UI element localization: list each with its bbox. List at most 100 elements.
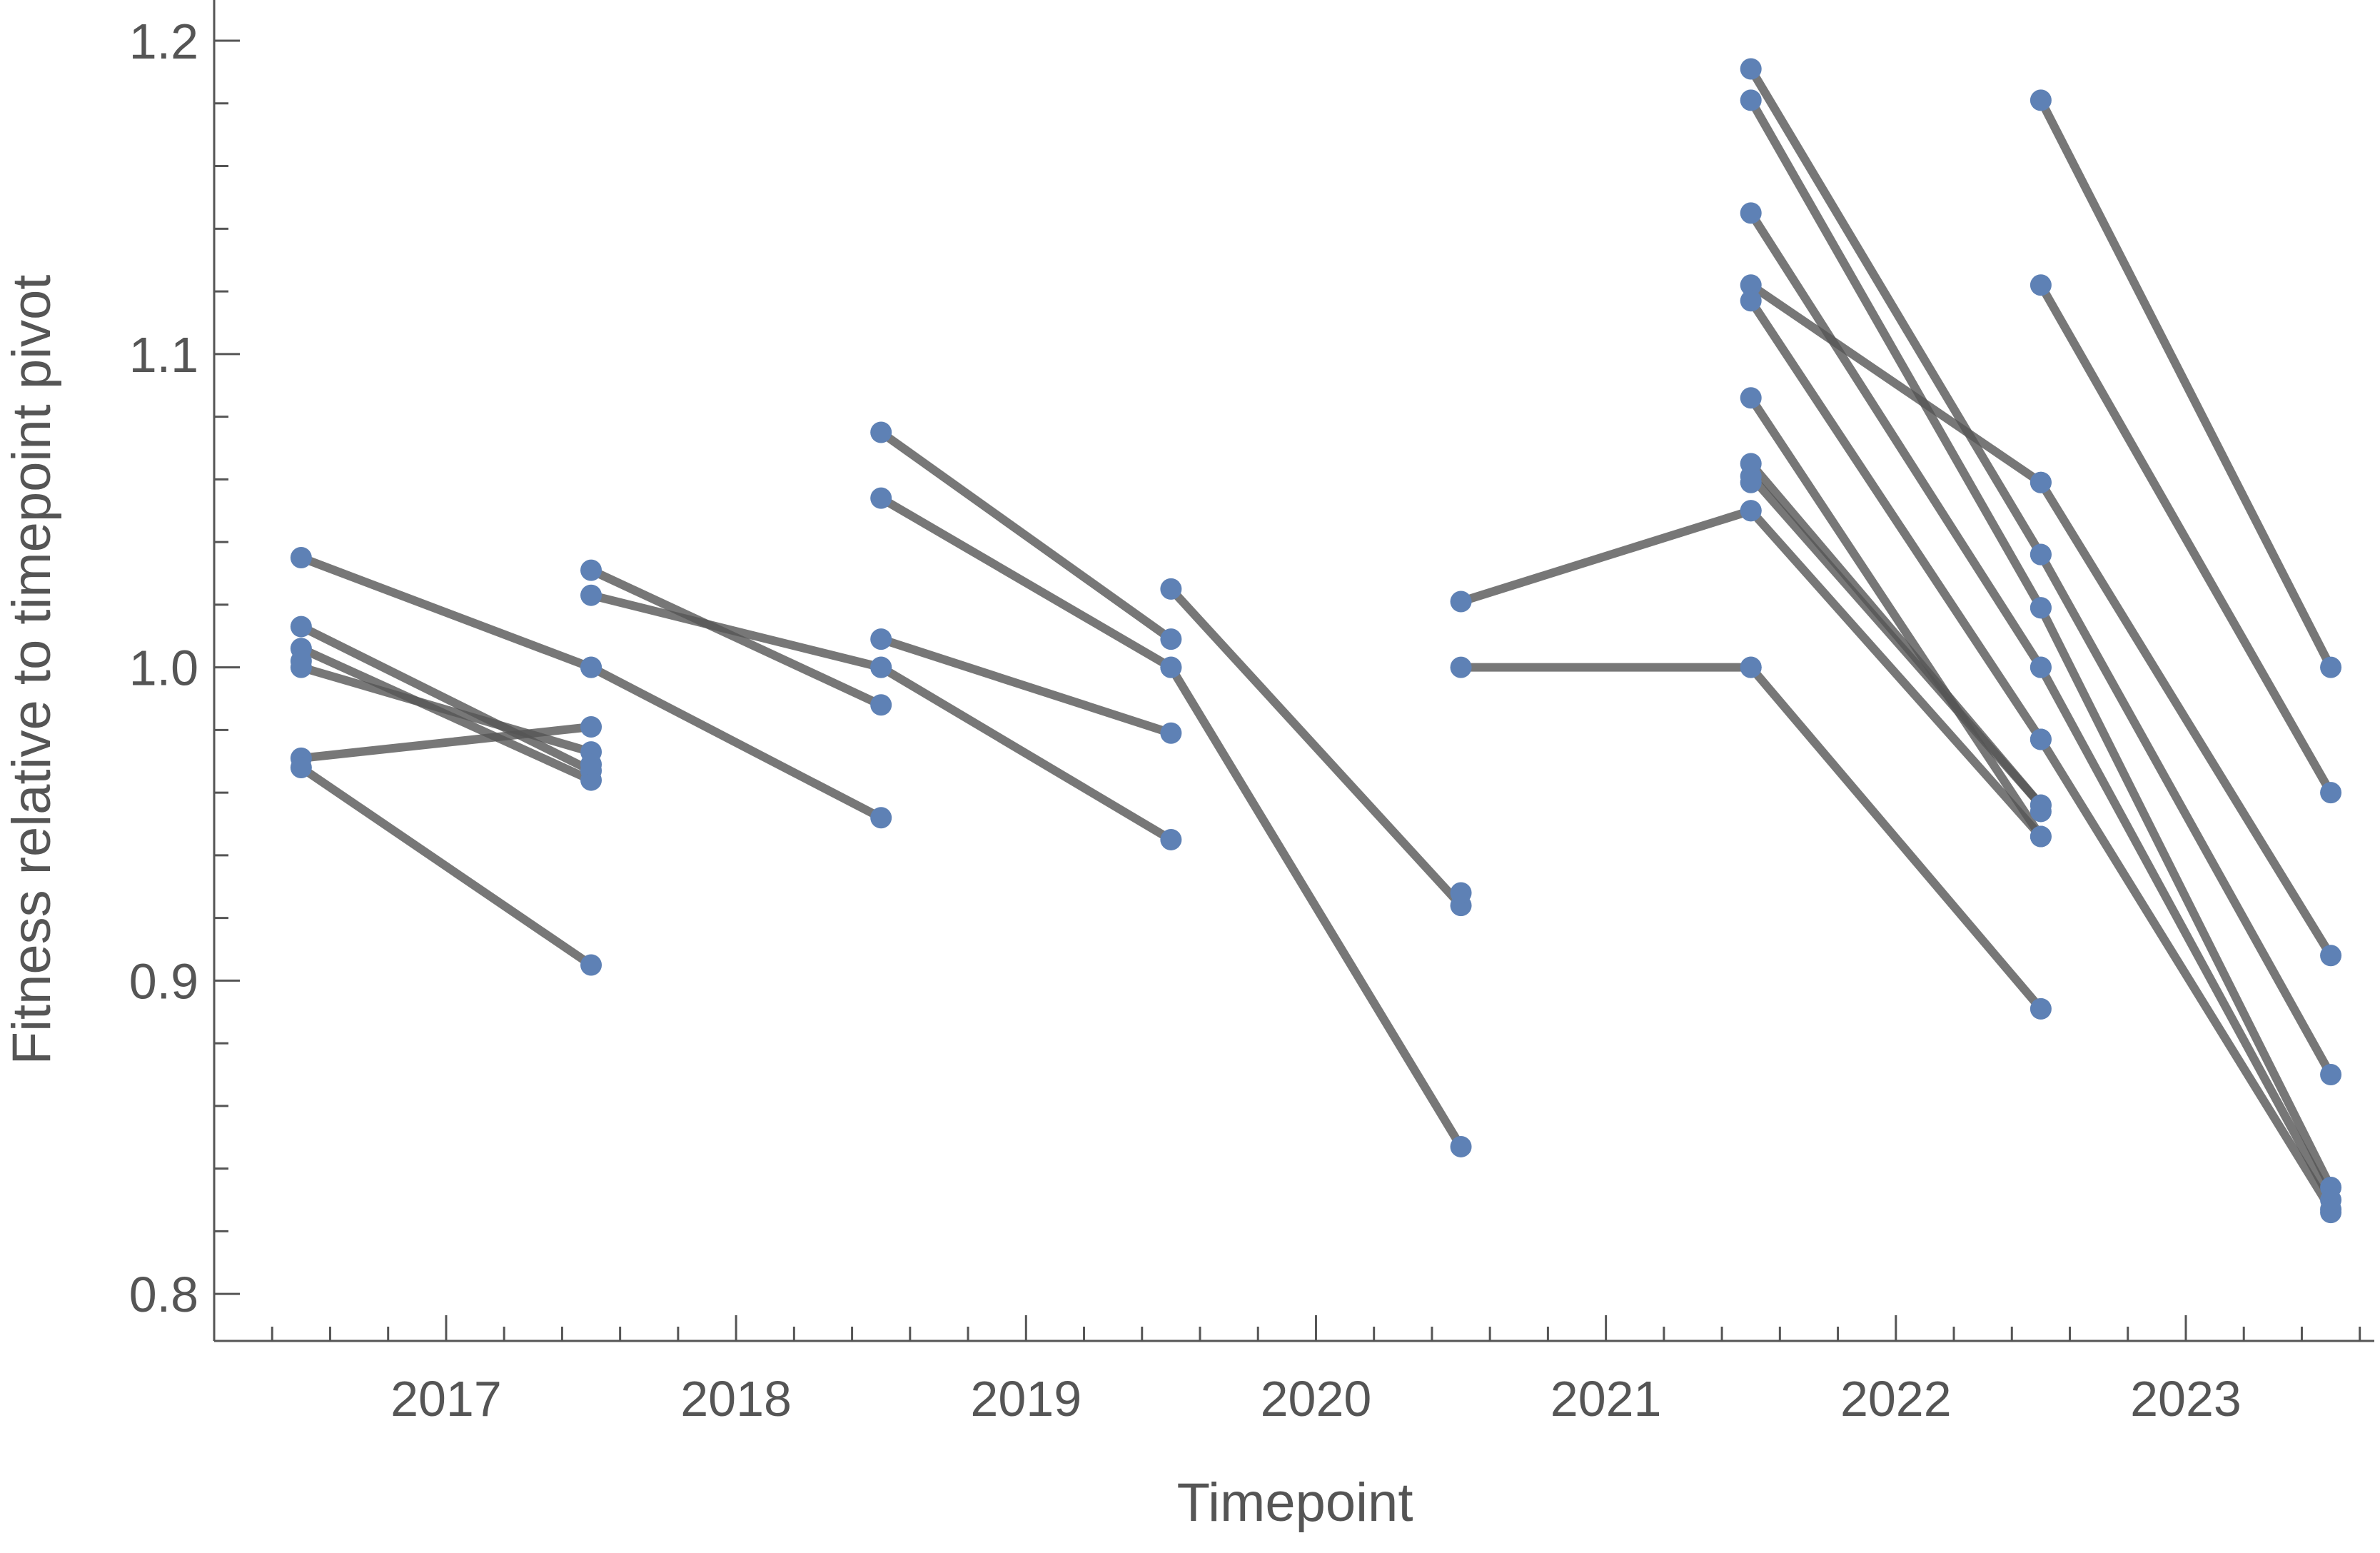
data-point [2029, 597, 2052, 619]
data-point [2029, 543, 2052, 566]
series-line-segment [296, 553, 596, 672]
data-point [2320, 1064, 2342, 1086]
data-point [1740, 274, 1762, 296]
series-line-segment [877, 663, 1176, 844]
data-point [580, 954, 602, 976]
data-point [2029, 997, 2052, 1020]
data-point [2320, 656, 2342, 678]
data-point [290, 547, 312, 569]
series-line-segment [296, 622, 596, 775]
data-point [1450, 590, 1472, 613]
data-point [580, 769, 602, 791]
series-line-segment [587, 590, 886, 672]
data-point [580, 753, 602, 775]
data-point [580, 656, 602, 678]
series-line-segment [2036, 735, 2336, 1214]
data-point [1740, 89, 1762, 111]
series-line-segment [296, 722, 596, 763]
series-line-segment [1746, 208, 2045, 672]
series-line-segment [587, 566, 886, 710]
x-tick-label: 2019 [970, 1371, 1081, 1427]
data-point [870, 807, 892, 829]
data-point [290, 615, 312, 638]
data-point [2029, 656, 2052, 678]
data-point [870, 487, 892, 509]
series-line-segment [877, 493, 1176, 672]
data-point [2320, 782, 2342, 804]
series-line-segment [296, 763, 596, 970]
axes [213, 0, 2374, 1342]
series-line-segment [1746, 96, 2045, 613]
data-point [2029, 825, 2052, 848]
tick-marks [213, 39, 2361, 1341]
data-point [870, 656, 892, 678]
data-point [1740, 58, 1762, 80]
data-point [1740, 500, 1762, 522]
data-point [2029, 274, 2052, 296]
data-point [1450, 656, 1472, 678]
data-point [1740, 656, 1762, 678]
series-line-segment [1746, 281, 2045, 487]
data-point [2029, 800, 2052, 823]
x-tick-label: 2021 [1550, 1371, 1662, 1427]
series-line-segment [1746, 663, 2045, 1013]
series-line-segment [1456, 506, 1755, 606]
x-tick-label: 2023 [2130, 1371, 2242, 1427]
data-point [1450, 1135, 1472, 1157]
data-point [580, 559, 602, 581]
x-tick-label: 2020 [1261, 1371, 1372, 1427]
series-line-segment [587, 663, 886, 823]
series-line-segment [877, 635, 1176, 738]
data-point [870, 628, 892, 650]
series-line-segment [2036, 550, 2336, 1080]
data-point [2320, 945, 2342, 967]
y-axis-label: Fitness relative to timepoint pivot [1, 275, 62, 1065]
y-tick-label: 0.9 [129, 953, 198, 1009]
data-point [290, 650, 312, 672]
series-line-segment [2036, 663, 2336, 1205]
series-line-segment [1746, 393, 2045, 841]
data-point [1160, 578, 1182, 600]
x-tick-label: 2017 [390, 1371, 502, 1427]
data-point [870, 694, 892, 716]
series-line-segment [1746, 506, 2045, 841]
data-point [1160, 722, 1182, 744]
data-point [1160, 656, 1182, 678]
series-lines [296, 64, 2336, 1214]
series-points [290, 58, 2342, 1224]
series-line-segment [2036, 478, 2336, 960]
data-point [2029, 89, 2052, 111]
data-point [870, 421, 892, 443]
data-point [1740, 387, 1762, 409]
data-point [2029, 471, 2052, 493]
series-line-segment [1166, 663, 1466, 1151]
series-line-segment [2036, 603, 2336, 1192]
data-point [2029, 728, 2052, 750]
data-point [290, 757, 312, 779]
data-point [580, 715, 602, 738]
series-line-segment [296, 644, 596, 785]
data-point [1450, 882, 1472, 904]
x-axis-label: Timepoint [1177, 1472, 1413, 1533]
series-line-segment [1746, 64, 2045, 559]
series-line-segment [1746, 296, 2045, 744]
tick-labels: 2017 2018 2019 2020 2021 2022 2023 0.8 0.9 1.0 1.1… [129, 14, 2242, 1427]
y-tick-label: 1.0 [129, 640, 198, 696]
y-tick-label: 1.1 [129, 327, 198, 383]
y-tick-label: 0.8 [129, 1267, 198, 1322]
data-point [1740, 471, 1762, 493]
data-point [1160, 828, 1182, 850]
data-point [1160, 628, 1182, 650]
data-point [1740, 290, 1762, 312]
data-point [1740, 202, 1762, 224]
data-point [2320, 1202, 2342, 1224]
y-tick-label: 1.2 [129, 14, 198, 69]
x-tick-label: 2018 [680, 1371, 792, 1427]
series-line-segment [877, 428, 1176, 644]
data-point [580, 584, 602, 606]
series-line-segment [2036, 96, 2336, 672]
series-line-segment [2036, 281, 2336, 798]
series-line-segment [296, 663, 596, 757]
x-tick-label: 2022 [1840, 1371, 1952, 1427]
